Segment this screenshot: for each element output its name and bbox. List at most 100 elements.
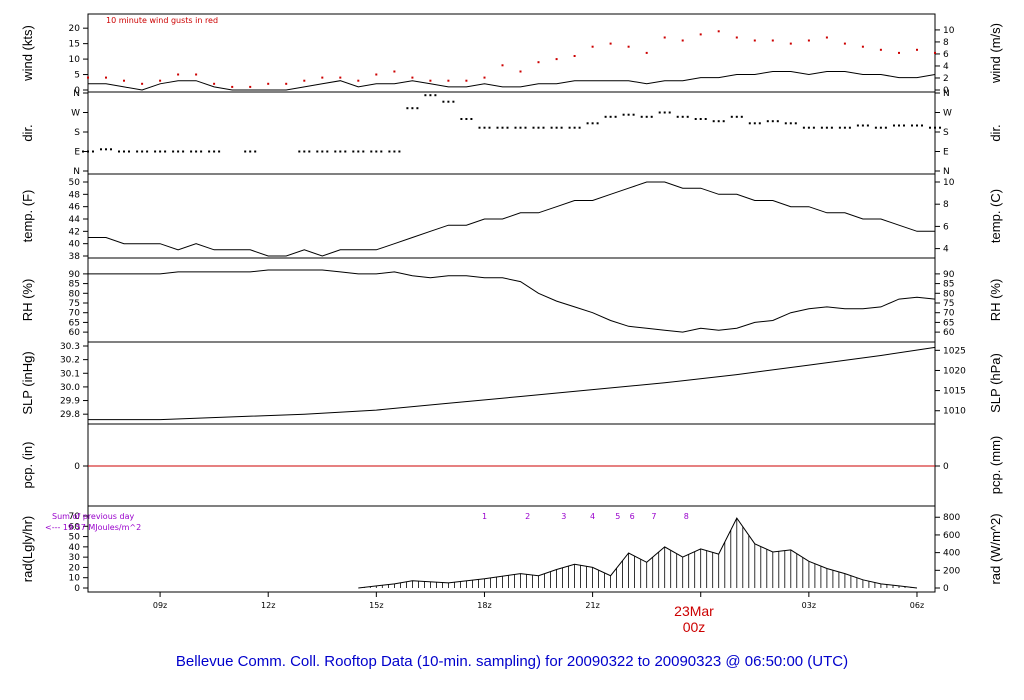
gust-point [501, 64, 504, 67]
direction-point [640, 115, 643, 118]
xtick-label: 03z [802, 601, 816, 610]
direction-point [249, 150, 252, 153]
gust-point [267, 82, 270, 85]
gust-point [753, 39, 756, 42]
direction-point [807, 126, 810, 129]
direction-point [532, 126, 535, 129]
direction-point [911, 124, 913, 127]
direction-point [627, 113, 630, 116]
direction-point [735, 115, 738, 118]
direction-point [663, 111, 666, 114]
y2tick-label: E [943, 148, 949, 158]
direction-point [213, 150, 216, 153]
ytick-label: W [71, 109, 80, 119]
gust-point [843, 42, 846, 45]
ytick-label: 20 [69, 24, 81, 34]
direction-point [190, 150, 193, 153]
direction-point [92, 150, 94, 153]
direction-point [568, 126, 571, 129]
direction-point [411, 107, 414, 110]
direction-point [519, 126, 522, 129]
y2tick-label: 85 [943, 280, 954, 290]
direction-point [550, 126, 553, 129]
direction-point [866, 124, 869, 127]
gust-point [591, 45, 594, 48]
gust-point [429, 79, 432, 82]
y2label-5: pcp. (mm) [988, 436, 1003, 495]
y2tick-label: S [943, 128, 949, 138]
direction-point [357, 150, 360, 153]
ytick-label: 46 [69, 203, 81, 213]
y2tick-label: 1020 [943, 366, 966, 376]
direction-point [874, 126, 877, 129]
direction-point [668, 111, 671, 114]
direction-point [622, 113, 625, 116]
hour-mark: 3 [561, 512, 566, 521]
date-marker-sublabel: 00z [683, 619, 706, 635]
direction-point [352, 150, 355, 153]
direction-point [704, 118, 707, 120]
gust-point [699, 33, 702, 36]
gust-point [861, 45, 864, 48]
ytick-label: N [73, 167, 80, 177]
direction-point [542, 126, 545, 129]
direction-point [722, 120, 725, 123]
hour-mark: 6 [630, 512, 635, 521]
humidity-line [88, 269, 936, 333]
y2tick-label: 600 [943, 531, 960, 541]
direction-point [771, 120, 774, 123]
direction-point [465, 118, 468, 120]
direction-point [308, 150, 311, 153]
direction-point [893, 124, 895, 127]
direction-point [406, 107, 409, 110]
direction-point [694, 118, 697, 120]
direction-point [699, 118, 702, 120]
direction-point [939, 126, 941, 129]
gust-point [627, 45, 630, 48]
direction-point [645, 115, 648, 118]
direction-point [578, 126, 581, 129]
ytick-label: 0 [74, 584, 80, 594]
direction-point [676, 115, 679, 118]
y2label-2: temp. (C) [988, 189, 1003, 243]
ytick-label: 29.9 [60, 397, 80, 407]
ytick-label: 38 [69, 252, 81, 262]
gust-point [231, 85, 234, 88]
gust-point [339, 76, 342, 79]
direction-point [758, 122, 761, 125]
ytick-label: 10 [69, 55, 81, 65]
y2tick-label: 70 [943, 309, 955, 319]
y2tick-label: 75 [943, 299, 954, 309]
direction-point [452, 100, 455, 103]
direction-point [87, 150, 89, 153]
ytick-label: 30.3 [60, 342, 80, 352]
hour-mark: 7 [651, 512, 656, 521]
gust-point [879, 48, 882, 51]
direction-point [303, 150, 306, 153]
gust-point [645, 51, 648, 54]
ytick-label: 48 [69, 190, 81, 200]
direction-point [488, 126, 491, 129]
y2label-1: dir. [988, 124, 1003, 141]
direction-point [843, 126, 846, 129]
gust-point [681, 39, 684, 42]
gust-point [159, 79, 162, 82]
ytick-label: 29.8 [60, 410, 80, 420]
ytick-label: 42 [69, 227, 80, 237]
direction-point [416, 107, 419, 110]
direction-point [208, 150, 211, 153]
direction-point [856, 124, 859, 127]
direction-point [370, 150, 373, 153]
direction-point [861, 124, 864, 127]
ylabel-5: pcp. (in) [20, 442, 35, 489]
ytick-label: 90 [69, 270, 81, 280]
gust-point [555, 58, 558, 61]
y2tick-label: 10 [943, 178, 955, 188]
gust-point [249, 85, 252, 88]
ytick-label: 70 [69, 512, 81, 522]
date-marker-label: 23Mar [674, 603, 714, 619]
direction-point [501, 126, 504, 129]
gust-point [483, 76, 486, 79]
panel-frame-4 [87, 341, 936, 425]
y2tick-label: 60 [943, 328, 955, 338]
